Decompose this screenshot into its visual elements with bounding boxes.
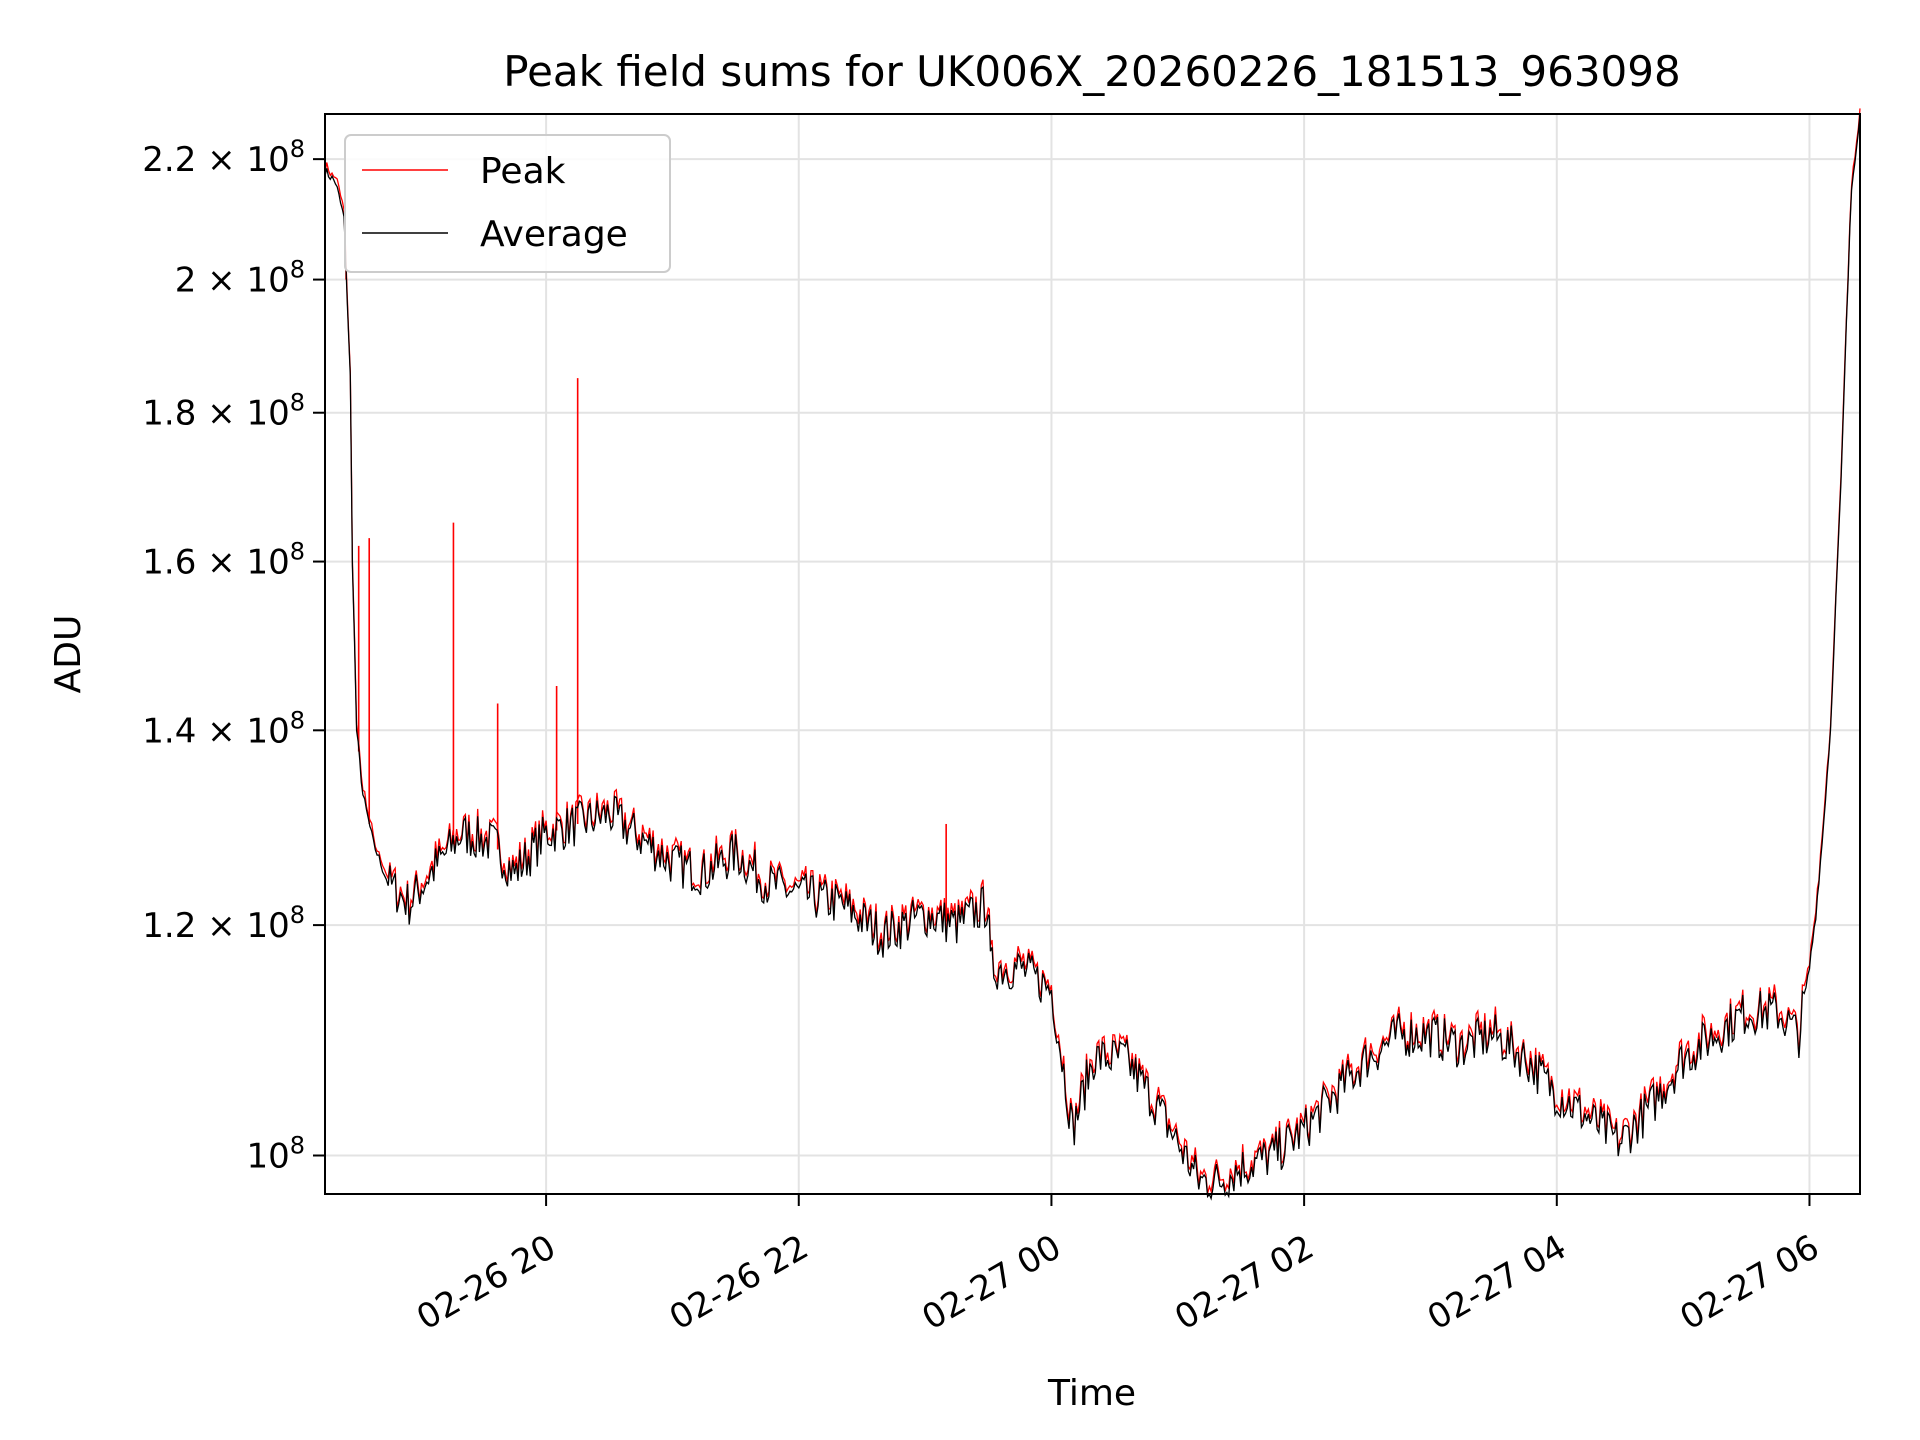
legend-peak-label: Peak: [480, 151, 566, 192]
y-tick-label: 1.2 × 108: [142, 901, 305, 946]
y-tick-label: 108: [246, 1132, 305, 1177]
x-tick-label: 02-26 20: [410, 1227, 562, 1338]
x-axis-label: Time: [1047, 1373, 1136, 1414]
y-tick-label: 1.6 × 108: [142, 538, 305, 583]
x-tick-label: 02-27 02: [1168, 1227, 1320, 1338]
x-tick-label: 02-26 22: [663, 1227, 815, 1338]
x-axis-ticks: 02-26 20 02-26 22 02-27 00 02-27 02 02-27 04…: [410, 1194, 1826, 1338]
x-tick-label: 02-27 06: [1674, 1227, 1826, 1338]
y-tick-label: 2 × 108: [175, 256, 305, 301]
y-tick-label: 1.8 × 108: [142, 389, 305, 434]
x-tick-label: 02-27 04: [1421, 1227, 1573, 1338]
axes-frame: [324, 113, 1861, 1195]
y-tick-label: 2.2 × 108: [142, 135, 305, 180]
chart-title: Peak field sums for UK006X_20260226_1815…: [503, 47, 1680, 96]
grid-lines: [325, 114, 1860, 1194]
series-average-line: [324, 113, 1861, 1201]
x-tick-label: 02-27 00: [916, 1227, 1068, 1338]
y-axis-ticks: 108 1.2 × 108 1.4 × 108 1.6 × 108 1.8 × 108 2…: [142, 135, 325, 1177]
plot-area: [324, 108, 1861, 1201]
y-axis-label: ADU: [48, 615, 89, 694]
legend: Peak Average: [344, 134, 671, 273]
legend-average-label: Average: [480, 214, 628, 255]
y-tick-label: 1.4 × 108: [142, 706, 305, 751]
